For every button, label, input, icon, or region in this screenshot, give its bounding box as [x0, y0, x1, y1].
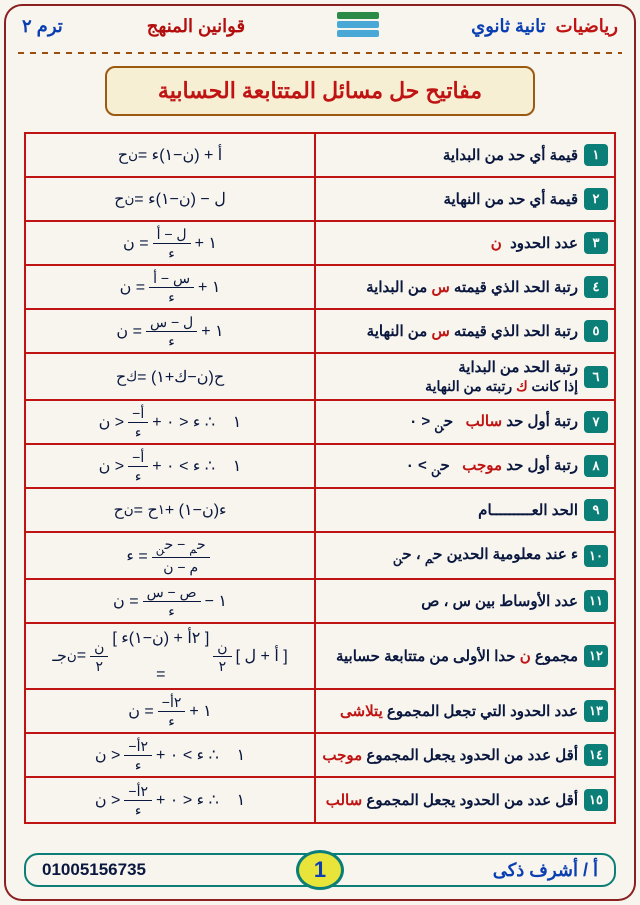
footer-author: أ / أشرف ذكى	[493, 860, 598, 881]
footer-phone: 01005156735	[42, 860, 146, 880]
footer: أ / أشرف ذكى 1 01005156735	[24, 853, 616, 887]
page-border	[4, 4, 636, 901]
footer-page-number: 1	[296, 850, 344, 890]
